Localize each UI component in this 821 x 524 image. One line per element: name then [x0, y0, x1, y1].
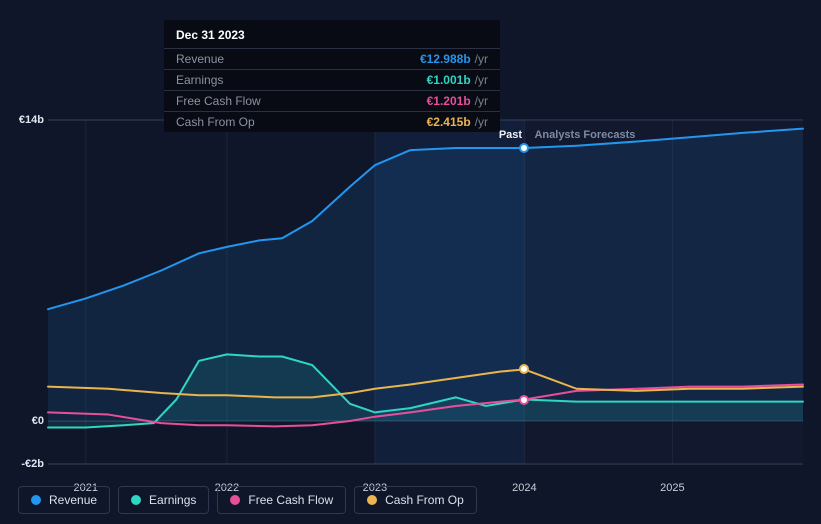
- past-label: Past: [499, 129, 522, 141]
- chart-container: €14b€0-€2b 20212022202320242025 PastAnal…: [18, 120, 803, 484]
- tooltip-metric-value: €12.988b: [420, 52, 471, 66]
- series-marker: [519, 143, 529, 153]
- legend-label: Revenue: [49, 493, 97, 507]
- chart-plot[interactable]: €14b€0-€2b 20212022202320242025 PastAnal…: [48, 120, 803, 464]
- forecast-label: Analysts Forecasts: [534, 129, 635, 141]
- legend-label: Earnings: [149, 493, 196, 507]
- legend-label: Free Cash Flow: [248, 493, 333, 507]
- tooltip-row: Revenue€12.988b/yr: [164, 48, 500, 69]
- y-axis-label: €14b: [19, 114, 48, 126]
- legend-item-revenue[interactable]: Revenue: [18, 486, 110, 514]
- series-marker: [519, 364, 529, 374]
- tooltip-row: Earnings€1.001b/yr: [164, 69, 500, 90]
- chart-legend: Revenue Earnings Free Cash Flow Cash From O…: [18, 486, 477, 514]
- x-axis-label: 2024: [512, 482, 536, 494]
- tooltip-metric-unit: /yr: [475, 52, 488, 66]
- tooltip-metric-label: Earnings: [176, 73, 427, 87]
- tooltip-metric-value: €1.001b: [427, 73, 471, 87]
- y-axis-label: -€2b: [21, 458, 48, 470]
- legend-dot-icon: [31, 495, 41, 505]
- tooltip-metric-value: €1.201b: [427, 94, 471, 108]
- series-marker: [519, 395, 529, 405]
- legend-item-cfo[interactable]: Cash From Op: [354, 486, 477, 514]
- tooltip-metric-label: Cash From Op: [176, 115, 427, 129]
- tooltip-metric-unit: /yr: [475, 115, 488, 129]
- x-axis-label: 2025: [660, 482, 684, 494]
- tooltip-row: Cash From Op€2.415b/yr: [164, 111, 500, 132]
- legend-dot-icon: [367, 495, 377, 505]
- tooltip-row: Free Cash Flow€1.201b/yr: [164, 90, 500, 111]
- tooltip-metric-label: Free Cash Flow: [176, 94, 427, 108]
- legend-dot-icon: [131, 495, 141, 505]
- tooltip-date: Dec 31 2023: [164, 20, 500, 48]
- y-axis-label: €0: [32, 415, 48, 427]
- legend-dot-icon: [230, 495, 240, 505]
- chart-tooltip: Dec 31 2023 Revenue€12.988b/yrEarnings€1…: [164, 20, 500, 132]
- legend-item-fcf[interactable]: Free Cash Flow: [217, 486, 346, 514]
- tooltip-metric-unit: /yr: [475, 94, 488, 108]
- tooltip-metric-value: €2.415b: [427, 115, 471, 129]
- legend-label: Cash From Op: [385, 493, 464, 507]
- tooltip-metric-unit: /yr: [475, 73, 488, 87]
- tooltip-metric-label: Revenue: [176, 52, 420, 66]
- legend-item-earnings[interactable]: Earnings: [118, 486, 209, 514]
